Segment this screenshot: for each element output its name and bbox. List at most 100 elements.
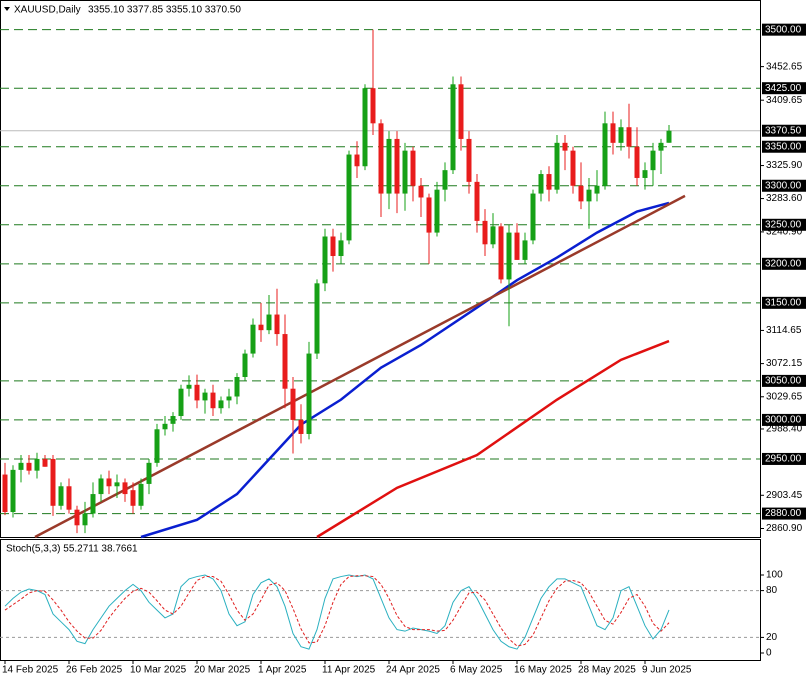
candle-body bbox=[242, 353, 248, 377]
y-tick-label: 2903.45 bbox=[766, 490, 803, 501]
candle-body bbox=[218, 400, 224, 409]
candle-body bbox=[18, 462, 24, 470]
candle-body bbox=[594, 185, 600, 194]
candle-body bbox=[626, 127, 632, 147]
candle-body bbox=[26, 462, 32, 471]
candle-body bbox=[34, 458, 40, 471]
indicator-tick-label: 100 bbox=[766, 570, 783, 581]
x-tick-label: 14 Feb 2025 bbox=[2, 665, 59, 676]
candle-body bbox=[658, 142, 664, 151]
x-tick-label: 10 Mar 2025 bbox=[130, 665, 187, 676]
candle-body bbox=[450, 84, 456, 171]
x-tick-label: 24 Apr 2025 bbox=[386, 665, 440, 676]
candle-body bbox=[458, 84, 464, 139]
candle-body bbox=[10, 469, 16, 513]
candle-body bbox=[162, 423, 168, 430]
y-tick-label: 3072.15 bbox=[766, 358, 803, 369]
candle-body bbox=[186, 384, 192, 389]
candle-body bbox=[642, 170, 648, 178]
x-tick-label: 20 Mar 2025 bbox=[194, 665, 251, 676]
x-tick-label: 28 May 2025 bbox=[578, 665, 636, 676]
candle-body bbox=[530, 193, 536, 241]
level-label: 3425.00 bbox=[765, 83, 802, 94]
candle-body bbox=[114, 482, 120, 487]
last-price-label: 3370.50 bbox=[765, 125, 802, 136]
overlay-line bbox=[140, 201, 670, 539]
candle-body bbox=[170, 416, 176, 424]
candle-body bbox=[50, 458, 56, 506]
y-tick-label: 3452.65 bbox=[766, 61, 803, 72]
x-tick-label: 26 Feb 2025 bbox=[66, 665, 123, 676]
indicator-line bbox=[4, 574, 670, 650]
candle-body bbox=[538, 174, 544, 194]
level-label-box bbox=[762, 507, 806, 520]
candle-body bbox=[650, 150, 656, 171]
candle-body bbox=[426, 197, 432, 233]
candle-body bbox=[138, 483, 144, 506]
x-tick-label: 6 May 2025 bbox=[450, 665, 503, 676]
candle-body bbox=[210, 392, 216, 409]
candle-body bbox=[298, 419, 304, 434]
candle-body bbox=[378, 123, 384, 194]
candle-body bbox=[506, 232, 512, 280]
level-label: 2880.00 bbox=[765, 508, 802, 519]
candle-body bbox=[42, 458, 48, 467]
level-label: 3300.00 bbox=[765, 180, 802, 191]
candle-body bbox=[618, 127, 624, 143]
candle-body bbox=[634, 146, 640, 178]
candle-body bbox=[386, 138, 392, 194]
candle-body bbox=[322, 236, 328, 284]
y-tick-label: 3114.65 bbox=[766, 325, 802, 336]
overlay-line bbox=[34, 194, 686, 539]
candle-body bbox=[306, 353, 312, 434]
candle-body bbox=[258, 324, 264, 331]
candle-body bbox=[490, 226, 496, 245]
candle-body bbox=[410, 150, 416, 186]
indicator-frame bbox=[0, 539, 761, 661]
candle-body bbox=[234, 376, 240, 397]
level-label-box bbox=[762, 140, 806, 153]
candle-body bbox=[346, 154, 352, 241]
level-label: 3000.00 bbox=[765, 415, 802, 426]
candle-body bbox=[434, 189, 440, 233]
overlay-line bbox=[316, 339, 670, 539]
candle-body bbox=[98, 478, 104, 495]
candle-body bbox=[418, 185, 424, 198]
candle-body bbox=[130, 490, 136, 506]
indicator-tick-label: 80 bbox=[766, 585, 778, 596]
level-label: 3250.00 bbox=[765, 219, 802, 230]
candle-body bbox=[58, 486, 64, 506]
level-label-box bbox=[762, 374, 806, 387]
level-label: 3500.00 bbox=[765, 24, 802, 35]
candle-body bbox=[578, 185, 584, 202]
main-frame bbox=[0, 0, 761, 538]
candle-body bbox=[274, 314, 280, 335]
candle-body bbox=[498, 226, 504, 280]
candle-body bbox=[250, 324, 256, 354]
candle-body bbox=[474, 181, 480, 221]
y-tick-label: 2860.90 bbox=[766, 523, 803, 534]
candle-body bbox=[194, 384, 200, 401]
candle-body bbox=[202, 392, 208, 401]
indicator-tick-label: 20 bbox=[766, 632, 778, 643]
x-tick-label: 16 May 2025 bbox=[514, 665, 572, 676]
y-tick-label: 3325.90 bbox=[766, 160, 803, 171]
chart-title: XAUUSD,Daily bbox=[14, 5, 81, 16]
candle-body bbox=[554, 142, 560, 190]
candle-body bbox=[66, 486, 72, 510]
candle-body bbox=[282, 334, 288, 389]
level-label-box bbox=[762, 257, 806, 270]
candle-body bbox=[394, 138, 400, 194]
y-tick-label: 3029.65 bbox=[766, 391, 803, 402]
candle-body bbox=[562, 142, 568, 151]
candle-body bbox=[586, 189, 592, 202]
candle-body bbox=[354, 154, 360, 167]
last-price-box bbox=[762, 124, 806, 137]
candle-body bbox=[442, 170, 448, 190]
candle-body bbox=[666, 130, 672, 143]
candle-body bbox=[290, 388, 296, 420]
candle-body bbox=[362, 88, 368, 167]
candle-body bbox=[522, 240, 528, 260]
candle-body bbox=[338, 240, 344, 257]
